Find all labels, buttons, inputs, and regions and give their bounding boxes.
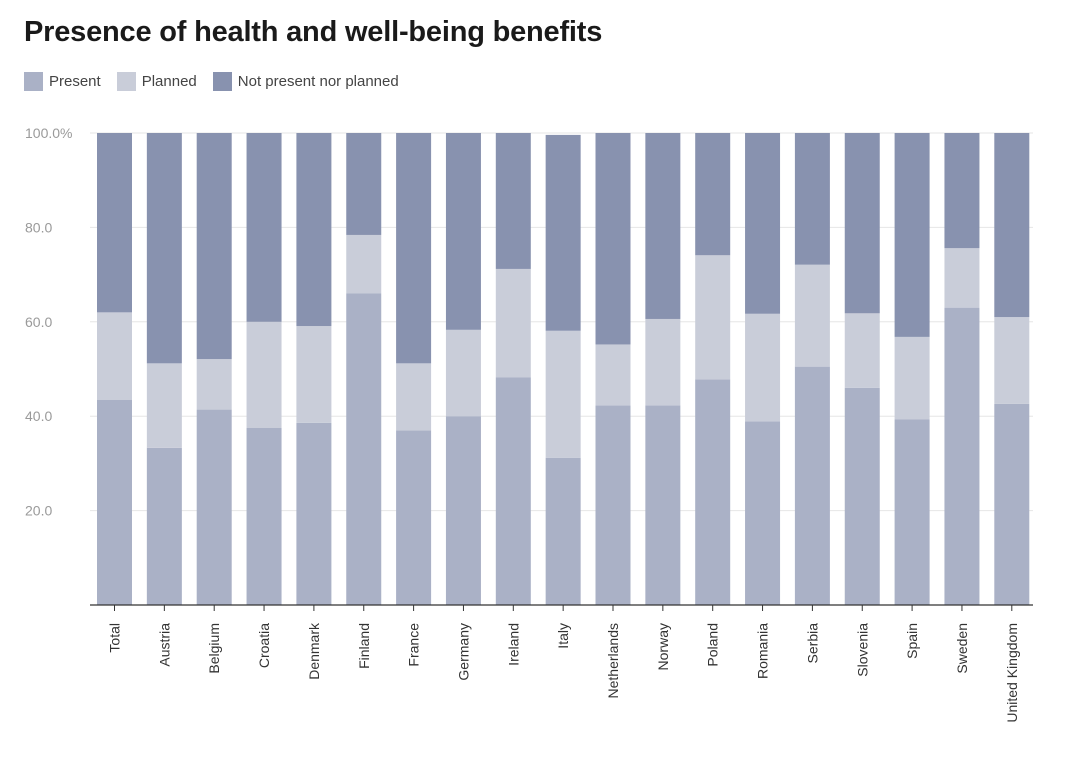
bar-segment-planned	[146, 363, 182, 448]
bar-segment-not-present-nor-planned	[495, 133, 531, 269]
bar-segment-present	[396, 430, 432, 605]
x-tick-label: Croatia	[256, 623, 272, 668]
bar-segment-not-present-nor-planned	[794, 133, 830, 265]
bar-segment-not-present-nor-planned	[97, 133, 132, 313]
bar-segment-present	[794, 366, 830, 605]
bar-segment-planned	[445, 329, 481, 417]
bar-segment-not-present-nor-planned	[146, 133, 182, 364]
bar-segment-present	[146, 447, 182, 605]
bar-segment-present	[695, 379, 731, 605]
y-tick-label: 80.0	[25, 219, 52, 235]
legend-label-not-present: Not present nor planned	[237, 73, 399, 90]
bar-segment-planned	[545, 330, 581, 458]
chart-title: Presence of health and well-being benefi…	[24, 16, 603, 48]
bar-segment-not-present-nor-planned	[246, 133, 282, 322]
bar-segment-planned	[296, 326, 332, 423]
bar-segment-present	[196, 409, 232, 605]
x-tick-label: Italy	[555, 623, 571, 649]
x-tick-label: Netherlands	[605, 623, 621, 699]
bar-segment-planned	[97, 312, 132, 400]
bar-segment-not-present-nor-planned	[695, 133, 731, 256]
bar-segment-present	[296, 422, 332, 605]
bar-segment-present	[745, 421, 781, 605]
bar-segment-not-present-nor-planned	[844, 133, 880, 314]
bar-segment-present	[894, 419, 930, 605]
x-tick-label: Belgium	[206, 623, 222, 674]
bar-segment-not-present-nor-planned	[944, 133, 980, 249]
bar-segment-planned	[944, 248, 980, 308]
legend: Present Planned Not present nor planned	[24, 72, 415, 91]
bar-segment-not-present-nor-planned	[595, 133, 631, 345]
bar-segment-planned	[745, 313, 781, 422]
bar-segment-present	[246, 428, 282, 605]
x-tick-label: Serbia	[804, 623, 820, 664]
bar-segment-planned	[246, 321, 282, 428]
bar-segment-planned	[196, 359, 232, 410]
bar-segment-planned	[595, 344, 631, 406]
x-tick-label: United Kingdom	[1004, 623, 1020, 723]
x-tick-label: Slovenia	[854, 623, 870, 677]
x-tick-label: Finland	[356, 623, 372, 669]
x-tick-label: France	[406, 623, 422, 667]
x-tick-label: Romania	[755, 623, 771, 679]
bar-segment-not-present-nor-planned	[196, 133, 232, 360]
bar-segment-not-present-nor-planned	[445, 133, 481, 330]
legend-item-present[interactable]: Present	[24, 72, 101, 91]
bar-segment-planned	[695, 255, 731, 380]
legend-label-planned: Planned	[141, 73, 197, 90]
bar-segment-not-present-nor-planned	[396, 133, 432, 364]
bar-segment-present	[645, 405, 681, 605]
bar-segment-not-present-nor-planned	[894, 133, 930, 337]
bar-segment-present	[844, 387, 880, 605]
bar-segment-planned	[346, 234, 382, 294]
bar-segment-present	[994, 403, 1030, 605]
legend-item-not-present[interactable]: Not present nor planned	[212, 72, 399, 91]
bar-segment-present	[495, 377, 531, 605]
bar-segment-not-present-nor-planned	[296, 133, 332, 327]
bar-segment-present	[944, 307, 980, 605]
bar-segment-present	[97, 399, 132, 605]
bar-segment-present	[346, 293, 382, 605]
bar-segment-planned	[844, 313, 880, 388]
legend-item-planned[interactable]: Planned	[116, 72, 197, 91]
x-tick-label: Sweden	[954, 623, 970, 674]
x-tick-label: Poland	[705, 623, 721, 667]
y-tick-label: 100.0%	[25, 125, 72, 141]
y-tick-label: 20.0	[25, 503, 52, 519]
bar-segment-not-present-nor-planned	[745, 133, 781, 314]
bar-segment-not-present-nor-planned	[545, 134, 581, 331]
y-tick-label: 60.0	[25, 314, 52, 330]
x-tick-label: Norway	[655, 623, 671, 670]
legend-label-present: Present	[49, 73, 101, 90]
bar-segment-present	[595, 405, 631, 605]
bar-segment-not-present-nor-planned	[346, 133, 382, 235]
legend-swatch-planned	[116, 72, 136, 91]
bar-segment-present	[545, 457, 581, 605]
bar-segment-planned	[396, 363, 432, 431]
x-tick-label: Germany	[455, 623, 471, 681]
legend-swatch-present	[24, 72, 43, 91]
bar-segment-planned	[645, 318, 681, 406]
bar-segment-planned	[794, 264, 830, 367]
legend-swatch-not-present	[212, 72, 232, 91]
bar-segment-planned	[495, 268, 531, 378]
x-tick-label: Total	[107, 623, 123, 653]
bar-segment-present	[445, 416, 481, 605]
bar-segment-not-present-nor-planned	[645, 133, 681, 319]
bar-segment-not-present-nor-planned	[994, 133, 1030, 318]
y-tick-label: 40.0	[25, 408, 52, 424]
bar-segment-planned	[894, 336, 930, 420]
x-tick-label: Austria	[156, 623, 172, 667]
bar-segment-planned	[994, 317, 1030, 404]
x-tick-label: Spain	[904, 623, 920, 659]
x-tick-label: Ireland	[505, 623, 521, 666]
x-tick-label: Denmark	[306, 622, 322, 680]
